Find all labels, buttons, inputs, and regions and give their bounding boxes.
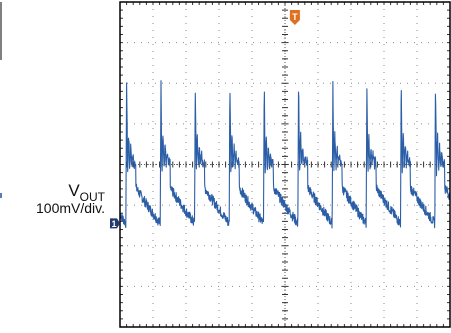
plot-frame — [119, 1, 451, 328]
channel-name-main: V — [68, 181, 80, 200]
channel-marker-label: 1 — [111, 219, 116, 229]
channel-name-subscript: OUT — [79, 190, 105, 204]
trigger-marker-label: T — [292, 12, 298, 22]
channel-marker — [110, 218, 120, 229]
neighbor-panel-mark — [0, 193, 2, 198]
channel-label: VOUT 100mV/div. — [36, 182, 105, 215]
trigger-marker — [289, 10, 300, 25]
channel-scale: 100mV/div. — [36, 200, 105, 216]
channel-name: VOUT — [36, 181, 105, 203]
vout-trace — [119, 80, 451, 229]
